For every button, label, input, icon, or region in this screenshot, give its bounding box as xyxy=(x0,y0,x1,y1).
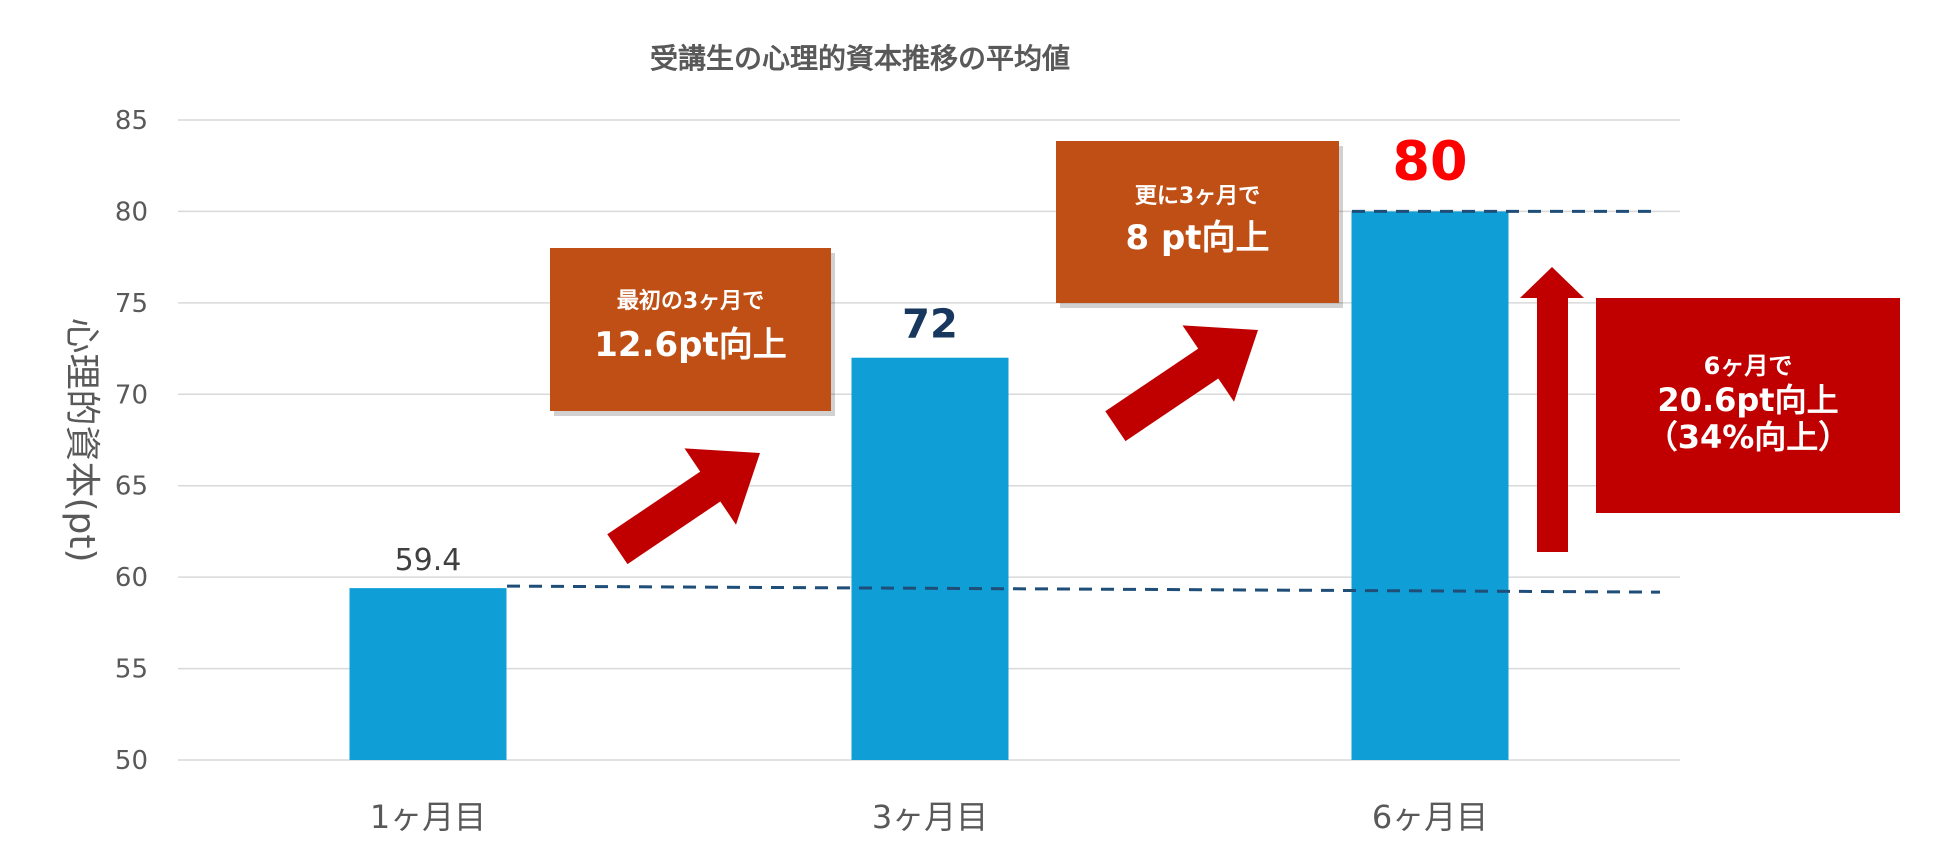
bar-2 xyxy=(851,357,1009,760)
y-axis-ticks: 50 55 60 65 70 75 80 85 xyxy=(115,106,148,776)
x-category-label-2: 3ヶ月目 xyxy=(872,798,988,836)
callout-box xyxy=(1056,141,1339,303)
callout-3-line-3: （34%向上） xyxy=(1646,418,1851,456)
bar-3 xyxy=(1351,211,1509,760)
callout-3-line-1: 6ヶ月で xyxy=(1704,352,1793,380)
value-label-2: 72 xyxy=(902,302,958,348)
y-tick-label-55: 55 xyxy=(115,655,148,685)
callout-1: 最初の3ヶ月で 12.6pt向上 xyxy=(550,248,835,416)
x-category-label-1: 1ヶ月目 xyxy=(370,798,486,836)
callout-2-line-1: 更に3ヶ月で xyxy=(1135,184,1260,209)
y-axis-label: 心理的資本(pt) xyxy=(61,317,102,562)
callouts: 最初の3ヶ月で 12.6pt向上 更に3ヶ月で 8 pt向上 6ヶ月で20.6pt向上（… xyxy=(550,141,1900,513)
callout-box xyxy=(1596,298,1900,513)
x-category-label-3: 6ヶ月目 xyxy=(1372,798,1488,836)
y-tick-label-50: 50 xyxy=(115,746,148,776)
reference-lines xyxy=(506,209,1661,594)
callout-1-line-1: 最初の3ヶ月で xyxy=(617,288,764,314)
value-label-3: 80 xyxy=(1392,129,1467,192)
callout-2: 更に3ヶ月で 8 pt向上 xyxy=(1056,141,1343,308)
y-tick-label-60: 60 xyxy=(115,563,148,593)
x-axis-categories: 1ヶ月目 3ヶ月目 6ヶ月目 xyxy=(370,798,1488,836)
reference-line-start xyxy=(506,584,1661,594)
arrow-first-period xyxy=(607,448,760,565)
y-tick-label-70: 70 xyxy=(115,380,148,410)
arrow-total-period xyxy=(1520,267,1584,552)
y-tick-label-75: 75 xyxy=(115,289,148,319)
callout-3-line-2: 20.6pt向上 xyxy=(1657,381,1838,419)
value-labels: 59.4 72 80 xyxy=(395,129,1468,578)
arrow-second-period xyxy=(1105,325,1258,442)
value-label-1: 59.4 xyxy=(395,543,462,578)
callout-box xyxy=(550,248,831,411)
arrows xyxy=(607,267,1584,565)
y-tick-label-65: 65 xyxy=(115,472,148,502)
y-tick-label-80: 80 xyxy=(115,197,148,227)
bar-1 xyxy=(349,588,507,760)
callout-2-line-2: 8 pt向上 xyxy=(1125,218,1269,258)
bars xyxy=(349,211,1509,760)
y-tick-label-85: 85 xyxy=(115,106,148,136)
chart-title: 受講生の心理的資本推移の平均値 xyxy=(650,42,1070,75)
callout-1-line-2: 12.6pt向上 xyxy=(594,325,786,365)
